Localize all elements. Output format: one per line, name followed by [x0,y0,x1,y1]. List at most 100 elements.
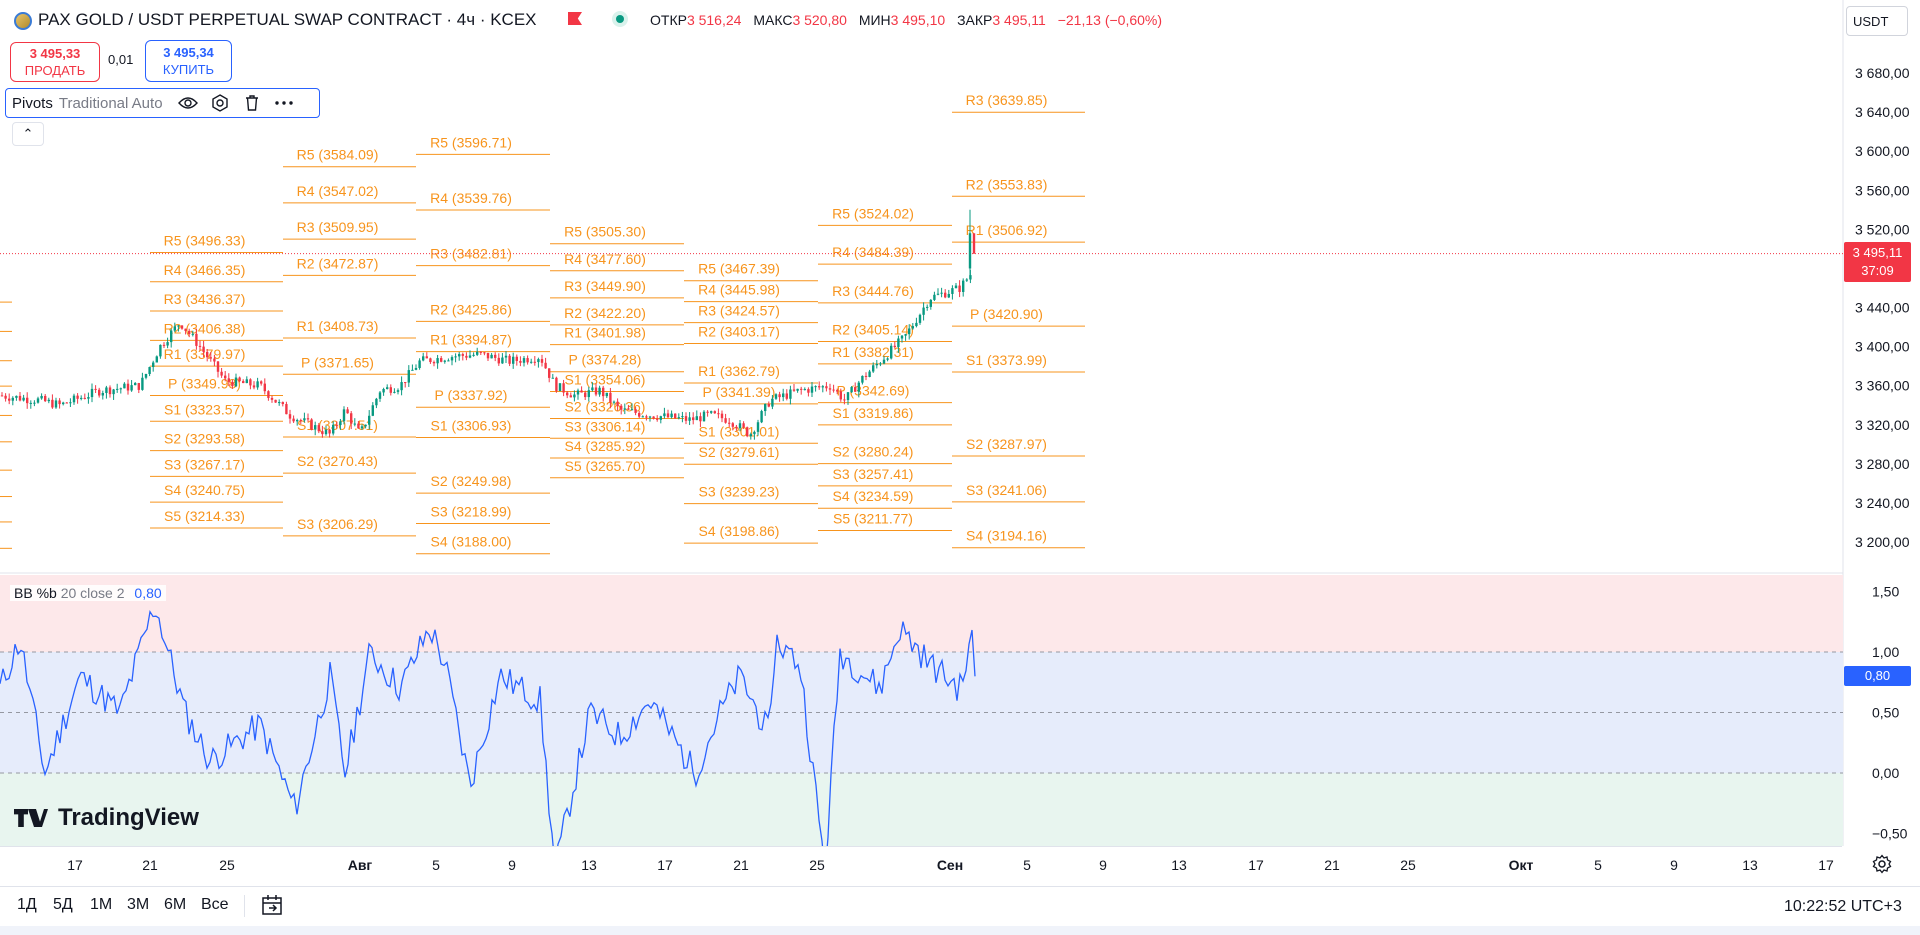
candle-body [476,351,479,355]
bb-legend[interactable]: BB %b 20 close 2 0,80 [10,585,166,601]
candle-body [767,403,770,407]
candle-body [782,393,785,398]
more-icon[interactable] [273,92,295,114]
pivot-level-label: R1 (3408.73) [297,318,379,334]
time-axis[interactable]: 17 21 25 Авг 5 9 13 17 21 25 Сен 5 9 13 17 21 25 Окт 5 9 13 1… [0,846,1842,880]
pivot-level-label: P (3341.39) [703,384,776,400]
candle-body [584,392,587,398]
buy-button[interactable]: 3 495,34 КУПИТЬ [145,40,232,82]
range-6m-button[interactable]: 6М [164,896,187,913]
pivot-level-label: R3 (3639.85) [966,92,1048,108]
candle-body [62,402,65,405]
candle-body [789,389,792,399]
candle-body [328,429,331,434]
candle-body [641,416,644,418]
settings-icon[interactable] [209,92,231,114]
clock-timezone[interactable]: 10:22:52 UTC+3 [1784,898,1902,915]
candle-body [519,360,522,363]
pivot-level-label: R4 (3547.02) [297,183,379,199]
candle-body [285,404,288,415]
flag-icon[interactable] [568,12,582,25]
range-5d-button[interactable]: 5Д [53,896,73,913]
candle-body [717,413,720,415]
candle-body [141,377,144,390]
candle-body [497,357,500,364]
candle-body [227,378,230,382]
candle-body [753,431,756,435]
pivot-level-label: S4 (3240.75) [164,482,245,498]
range-1m-button[interactable]: 1М [90,896,113,913]
market-status-icon[interactable] [612,11,628,27]
bb-last-value-label: 0,80 [1844,666,1911,686]
sell-button[interactable]: 3 495,33 ПРОДАТЬ [10,42,100,82]
candle-body [562,383,565,393]
bb-tick-label: −0,50 [1872,826,1908,842]
pivot-level-label: S3 (3239.23) [699,484,780,500]
time-tick-label: 13 [1742,857,1758,873]
candle-body [947,293,950,298]
pivot-level-label: P (3337.92) [435,387,508,403]
pivot-level-label: R5 (3584.09) [297,147,379,163]
tradingview-logo[interactable]: TradingView [14,804,199,832]
candle-body [162,344,166,346]
range-3m-button[interactable]: 3М [127,896,150,913]
candle-body [576,390,580,395]
candle-body [566,392,569,396]
candle-body [389,387,392,393]
candle-body [965,279,968,281]
candle-body [8,398,11,401]
candle-body [72,395,76,403]
candle-body [764,403,767,412]
candle-body [296,420,299,422]
candle-body [670,413,673,418]
candle-body [638,412,641,417]
eye-icon[interactable] [177,92,199,114]
collapse-legend-button[interactable]: ⌃ [12,122,44,146]
trash-icon[interactable] [241,92,263,114]
candle-body [144,374,148,378]
candle-body [968,233,972,269]
calendar-icon[interactable] [260,893,284,917]
candle-body [472,354,475,356]
pivot-level-label: R5 (3596.71) [430,134,512,150]
pivot-level-label: R2 (3425.86) [430,301,512,317]
candle-body [911,326,914,329]
candle-body [908,328,911,335]
spread-value: 0,01 [108,52,134,67]
candle-body [940,292,943,294]
price-tick-label: 3 520,00 [1855,221,1910,237]
symbol-title[interactable]: PAX GOLD / USDT PERPETUAL SWAP CONTRACT … [38,10,537,29]
candle-body [339,421,342,426]
candle-body [922,307,925,315]
pivot-level-label: R4 (3445.98) [698,282,780,298]
pivots-name: Pivots [12,94,53,112]
pivot-level-label: S5 (3211.77) [833,510,913,526]
candle-body [587,390,590,398]
currency-select[interactable]: USDT [1846,6,1908,36]
candle-body [184,328,187,331]
candle-body [112,389,115,395]
high-label: МАКС [753,12,793,28]
range-1d-button[interactable]: 1Д [17,896,37,913]
pivots-legend[interactable]: Pivots Traditional Auto [5,88,320,118]
candle-body [461,354,464,356]
gear-icon[interactable] [1872,854,1892,879]
range-all-button[interactable]: Все [201,896,229,913]
price-chart-canvas[interactable]: 3 680,00 3 640,00 3 600,00 3 560,00 3 520,00… [0,0,1920,846]
bb-upper-zone [0,575,1843,652]
candle-body [209,357,212,359]
candle-body [810,386,814,393]
candle-body [292,418,295,422]
candle-body [494,354,497,358]
candle-body [90,388,94,398]
pivot-level-label: S3 (3241.06) [966,482,1047,498]
candle-body [458,354,461,357]
candle-body [252,385,256,388]
pivot-level-label: R3 (3436.37) [164,291,246,307]
candle-body [288,414,292,419]
pivot-level-label: S3 (3257.41) [833,466,914,482]
pivot-level-label: S4 (3188.00) [431,534,512,550]
candle-body [256,381,259,388]
pivot-level-label: R5 (3524.02) [832,205,914,221]
price-tick-label: 3 280,00 [1855,456,1910,472]
